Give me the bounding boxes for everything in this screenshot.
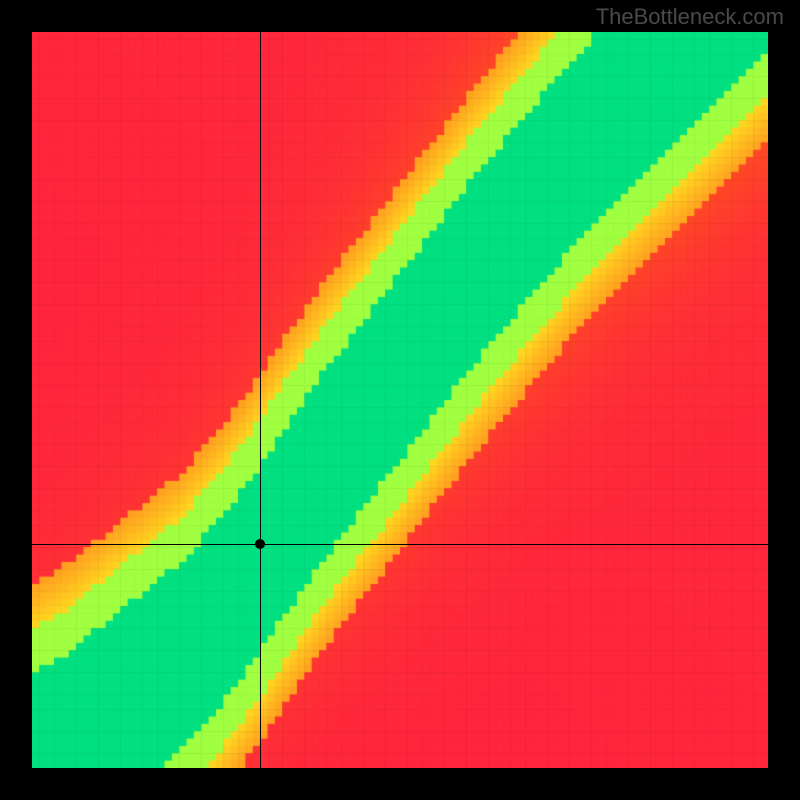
chart-container: TheBottleneck.com (0, 0, 800, 800)
watermark-text: TheBottleneck.com (596, 4, 784, 30)
heatmap-canvas (32, 32, 768, 768)
crosshair-horizontal (32, 544, 768, 545)
user-point-marker (255, 539, 265, 549)
plot-area (32, 32, 768, 768)
crosshair-vertical (260, 32, 261, 768)
